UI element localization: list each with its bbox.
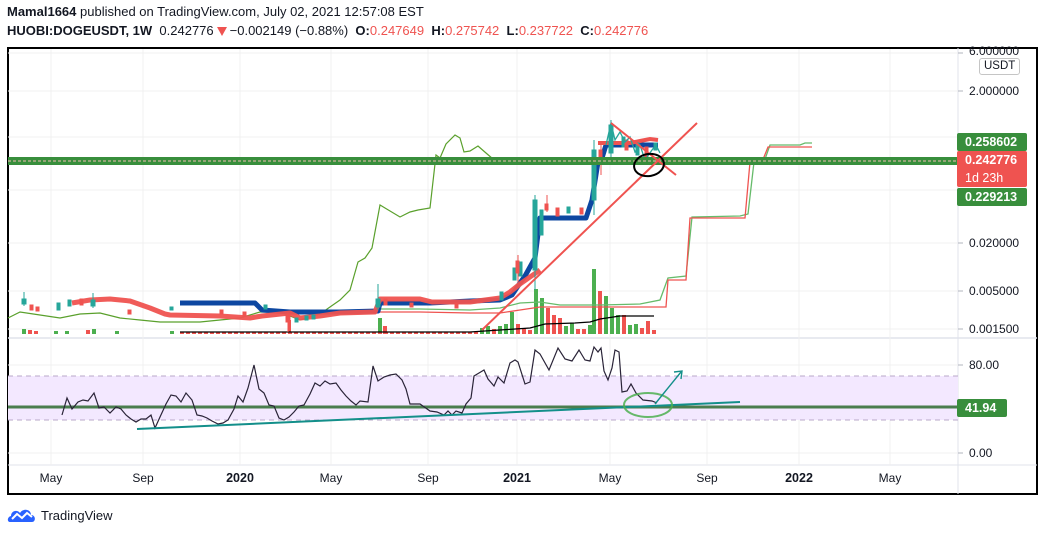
uptrend-line[interactable] — [481, 122, 698, 331]
circle-annotation[interactable] — [632, 152, 665, 179]
author-name[interactable]: Mamal1664 — [7, 4, 77, 19]
rsi-tick: 80.00 — [969, 358, 1000, 372]
tradingview-logo[interactable]: TradingView — [7, 506, 113, 524]
tradingview-cloud-icon — [7, 509, 35, 522]
rsi-tick: 0.00 — [969, 446, 993, 460]
lagging-span-line — [7, 134, 501, 323]
candlesticks — [21, 120, 661, 332]
price-tag-last: 0.242776 1d 23h — [957, 151, 1027, 187]
price-tick: 0.001500 — [969, 322, 1020, 336]
last-price: 0.242776 — [159, 23, 214, 38]
price-tag-lower: 0.229213 — [957, 188, 1027, 206]
close-value: 0.242776 — [594, 23, 649, 38]
price-change: −0.002149 (−0.88%) — [229, 23, 349, 38]
low-value: 0.237722 — [518, 23, 574, 38]
downtrend-line[interactable] — [610, 122, 677, 176]
open-value: 0.247649 — [369, 23, 425, 38]
rsi-value-tag: 41.94 — [957, 399, 1007, 417]
time-tick-year: 2022 — [785, 471, 813, 485]
support-band[interactable] — [8, 157, 958, 165]
time-tick: May — [319, 471, 343, 485]
chart-border — [7, 47, 1038, 495]
high-value: 0.275742 — [445, 23, 500, 38]
time-tick: Sep — [132, 471, 154, 485]
time-tick: May — [39, 471, 63, 485]
low-label: L: — [506, 23, 519, 38]
time-tick-year: 2021 — [503, 471, 531, 485]
time-tick: Sep — [417, 471, 439, 485]
triangle-down-icon — [216, 27, 227, 37]
high-label: H: — [431, 23, 446, 38]
up-arrow-icon[interactable] — [654, 371, 682, 405]
time-tick: May — [598, 471, 622, 485]
price-tick: 0.020000 — [969, 236, 1020, 250]
countdown-label: 1d 23h — [965, 171, 1004, 185]
open-label: O: — [355, 23, 370, 38]
volume-ma-line — [180, 315, 654, 333]
price-tag-upper: 0.258602 — [957, 133, 1027, 151]
time-tick-year: 2020 — [226, 471, 254, 485]
close-label: C: — [580, 23, 594, 38]
time-tick: Sep — [696, 471, 718, 485]
rsi-circle-annotation[interactable] — [623, 392, 673, 418]
publish-header: Mamal1664 published on TradingView.com, … — [7, 3, 424, 21]
currency-badge[interactable]: USDT — [979, 58, 1021, 75]
last-price-label: 0.242776 — [965, 153, 1018, 167]
price-tick: 0.005000 — [969, 284, 1020, 298]
rsi-line — [61, 345, 658, 430]
symbol-info-bar: HUOBI:DOGEUSDT, 1W 0.242776 −0.002149 (−0… — [7, 22, 648, 40]
price-tick: 2.000000 — [969, 84, 1020, 98]
published-text: published on TradingView.com, July 02, 2… — [80, 4, 424, 19]
time-tick: May — [878, 471, 902, 485]
rsi-trendline[interactable] — [136, 401, 741, 430]
price-tick: 6.000000 — [969, 44, 1020, 58]
symbol-name: HUOBI:DOGEUSDT, 1W — [7, 23, 153, 38]
brand-name: TradingView — [41, 507, 113, 523]
